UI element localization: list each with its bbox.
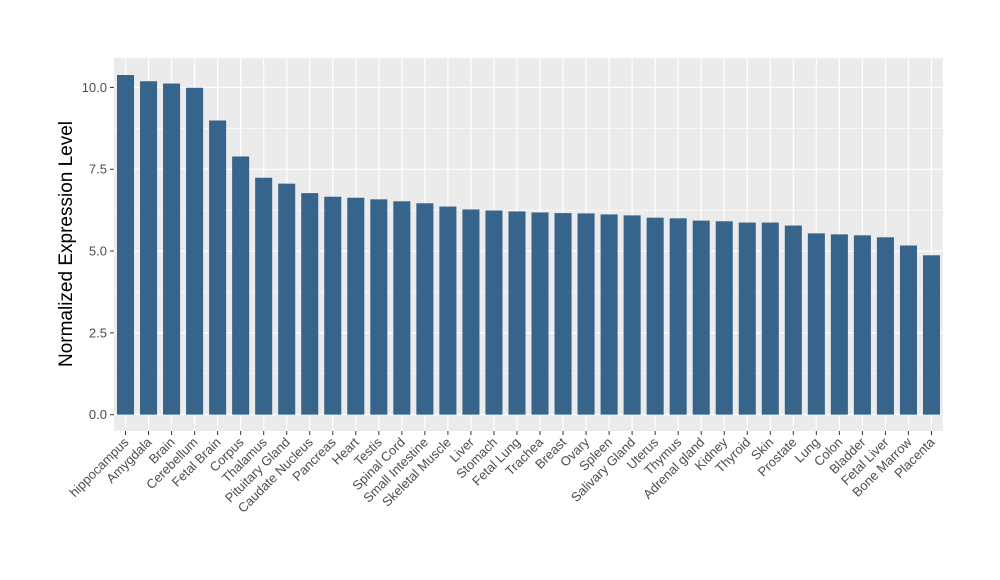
y-axis-ticks: 0.0 2.5 5.0 7.5 10.0 [82, 80, 114, 422]
bar [807, 233, 825, 415]
bar [301, 193, 319, 415]
minor-gridlines [114, 128, 943, 375]
y-tick-label: 0.0 [89, 407, 107, 422]
bar [116, 75, 135, 415]
bar [623, 215, 641, 415]
bar [416, 203, 434, 415]
bar [922, 255, 941, 415]
bar [784, 225, 802, 415]
bar [209, 120, 227, 415]
bar [600, 214, 618, 415]
y-tick-label: 7.5 [89, 162, 107, 177]
bar [140, 81, 158, 415]
bar [692, 220, 710, 415]
bar [347, 197, 365, 415]
bar [669, 218, 687, 415]
bar [830, 234, 848, 415]
y-tick-label: 5.0 [89, 244, 107, 259]
y-axis-title: Normalized Expression Level [56, 121, 77, 367]
bar [393, 201, 411, 415]
y-tick-label: 2.5 [89, 325, 107, 340]
bar [186, 87, 204, 415]
plot-panel [114, 58, 943, 431]
bar [761, 222, 779, 415]
bar [485, 210, 503, 415]
bar [715, 221, 733, 415]
y-tick-label: 10.0 [82, 80, 107, 95]
bar [531, 212, 549, 415]
bar [554, 213, 572, 415]
bar [876, 237, 894, 415]
bar [853, 235, 871, 415]
bar [163, 83, 181, 415]
bar [278, 183, 296, 415]
x-axis-ticks: hippocampusAmygdalaBrainCerebellumFetal … [66, 431, 938, 516]
bar [439, 206, 457, 415]
bar [370, 199, 388, 415]
bar [577, 213, 595, 415]
bar [738, 222, 756, 415]
bar [508, 211, 526, 415]
bar [899, 245, 917, 415]
bars [116, 75, 941, 415]
bar [255, 177, 273, 415]
bar [232, 156, 250, 415]
bar [646, 217, 664, 415]
bar [324, 196, 342, 415]
bar [462, 209, 480, 415]
